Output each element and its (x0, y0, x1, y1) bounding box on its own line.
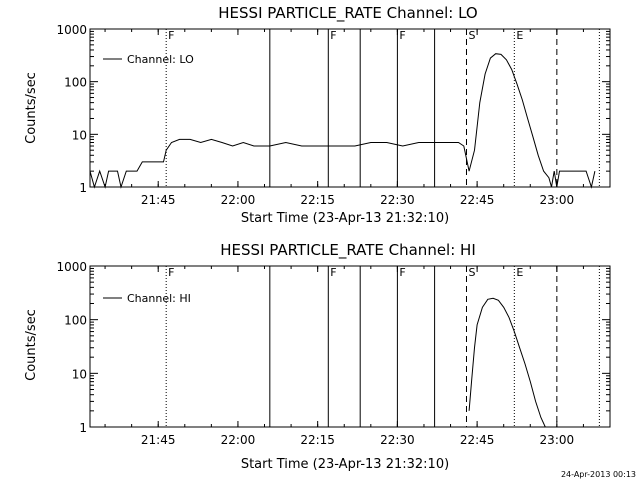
footer-timestamp: 24-Apr-2013 00:13 (561, 470, 636, 479)
y-tick-label: 1000 (56, 260, 87, 274)
event-marker-label: S (468, 29, 475, 42)
x-tick-label: 21:45 (141, 193, 176, 207)
x-tick-label: 22:00 (221, 433, 256, 447)
y-tick-label: 1000 (56, 23, 87, 37)
x-tick-label: 22:45 (460, 433, 495, 447)
chart-title: HESSI PARTICLE_RATE Channel: HI (220, 241, 476, 260)
legend-label: Channel: LO (127, 53, 194, 66)
y-tick-label: 10 (72, 128, 87, 142)
plot-area-frame (89, 265, 611, 428)
legend-label: Channel: HI (127, 292, 191, 305)
event-marker-label: E (516, 29, 523, 42)
event-marker-label: E (516, 266, 523, 279)
x-tick-label: 22:45 (460, 193, 495, 207)
x-tick-label: 23:00 (540, 193, 575, 207)
axis-ticks: 21:45 22:00 22:15 22:30 22:45 23:00 1 10 100 1000 (56, 260, 611, 447)
x-tick-label: 22:30 (380, 433, 415, 447)
chart-panel-hi: HESSI PARTICLE_RATE Channel: HI F F F S E 21… (24, 241, 611, 472)
data-series-line (468, 297, 546, 428)
event-marker-label: F (399, 266, 405, 279)
x-tick-label: 21:45 (141, 433, 176, 447)
axis-ticks: 21:45 22:00 22:15 22:30 22:45 23:00 1 10 100 1000 (56, 23, 611, 207)
event-marker-label: F (168, 266, 174, 279)
x-axis-label: Start Time (23-Apr-13 21:32:10) (241, 457, 449, 472)
x-tick-label: 22:15 (300, 433, 335, 447)
data-series-line (89, 53, 596, 189)
x-tick-label: 22:00 (221, 193, 256, 207)
y-tick-label: 100 (64, 76, 87, 90)
event-marker-label: F (330, 29, 336, 42)
x-tick-label: 23:00 (540, 433, 575, 447)
y-tick-label: 1 (79, 181, 87, 195)
y-axis-label: Counts/sec (24, 309, 39, 381)
event-marker-label: F (330, 266, 336, 279)
x-tick-label: 22:30 (380, 193, 415, 207)
y-tick-label: 1 (79, 421, 87, 435)
x-tick-label: 22:15 (300, 193, 335, 207)
plot-area-frame (89, 28, 611, 188)
x-axis-label: Start Time (23-Apr-13 21:32:10) (241, 211, 449, 226)
event-marker-label: S (468, 266, 475, 279)
chart-title: HESSI PARTICLE_RATE Channel: LO (218, 4, 477, 23)
y-tick-label: 10 (72, 367, 87, 381)
y-axis-label: Counts/sec (24, 72, 39, 144)
event-marker-label: F (399, 29, 405, 42)
chart-panel-lo: HESSI PARTICLE_RATE Channel: LO F F F S E 21… (24, 4, 611, 226)
y-tick-label: 100 (64, 314, 87, 328)
event-marker-label: F (168, 29, 174, 42)
